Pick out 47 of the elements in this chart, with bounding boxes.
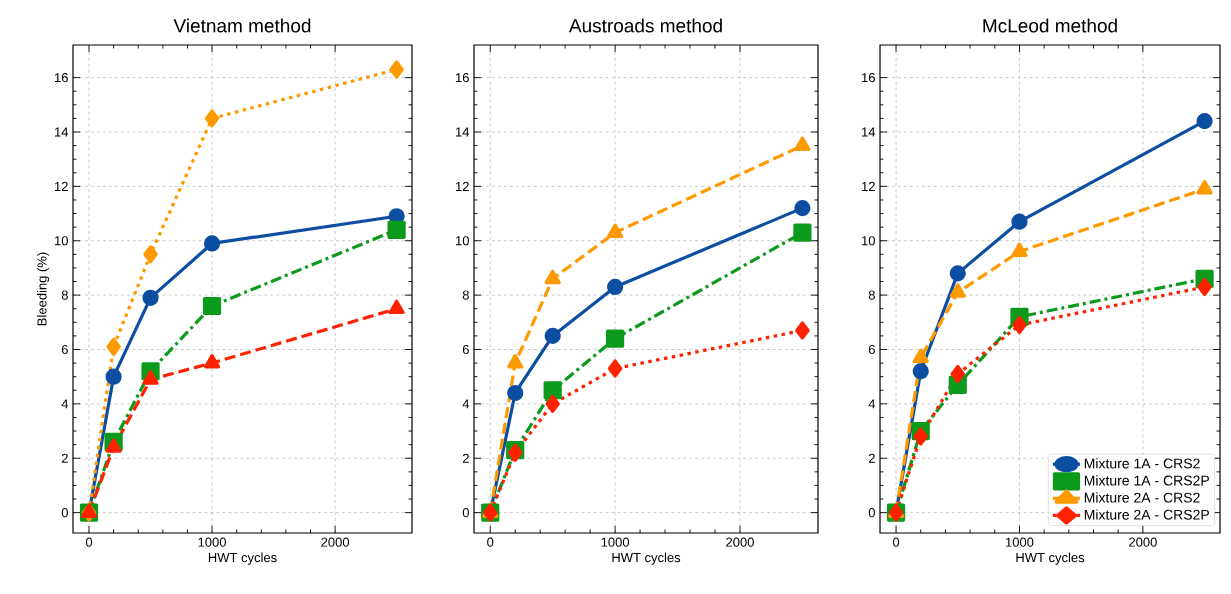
y-tick-label: 14 — [456, 127, 470, 137]
y-tick-label: 12 — [456, 181, 469, 191]
y-tick-label: 2 — [61, 453, 68, 463]
chart-title: Vietnam method — [173, 18, 311, 33]
y-tick-label: 14 — [54, 127, 69, 137]
chart-title: Austroads method — [568, 18, 722, 33]
legend-label: Mixture 1A - CRS2P — [1084, 475, 1209, 486]
y-tick-label: 10 — [862, 236, 875, 246]
legend-label: Mixture 2A - CRS2 — [1084, 492, 1200, 503]
y-tick-label: 6 — [462, 344, 469, 355]
x-tick-label: 2000 — [321, 537, 350, 547]
y-tick-label: 12 — [54, 181, 68, 191]
x-axis-title: HWT cycles — [612, 552, 681, 565]
x-tick-label: 0 — [487, 537, 494, 547]
y-tick-label: 0 — [61, 508, 68, 518]
x-tick-label: 2000 — [1129, 537, 1157, 547]
y-tick-label: 4 — [462, 399, 470, 409]
y-tick-label: 2 — [462, 453, 469, 463]
chart-title: McLeod method — [983, 18, 1117, 33]
y-tick-label: 0 — [868, 508, 875, 518]
y-tick-label: 8 — [462, 290, 469, 300]
x-tick-label: 1000 — [198, 537, 226, 547]
x-axis-title: HWT cycles — [1016, 552, 1085, 565]
y-tick-label: 8 — [61, 290, 68, 300]
x-tick-label: 1000 — [601, 537, 630, 547]
y-tick-label: 4 — [868, 399, 876, 409]
y-axis-title: Bleeding (%) — [37, 252, 50, 326]
y-tick-label: 16 — [456, 73, 469, 83]
y-tick-label: 6 — [61, 344, 68, 355]
x-axis-title: HWT cycles — [208, 552, 277, 565]
x-tick-label: 0 — [892, 537, 900, 547]
y-tick-label: 10 — [54, 236, 68, 246]
y-tick-label: 16 — [54, 73, 68, 83]
y-tick-label: 10 — [456, 236, 469, 246]
x-tick-label: 0 — [85, 537, 93, 547]
y-tick-label: 0 — [462, 508, 469, 518]
legend-label: Mixture 1A - CRS2 — [1084, 458, 1200, 469]
y-tick-label: 12 — [862, 181, 875, 191]
y-tick-label: 8 — [868, 290, 875, 300]
y-tick-label: 6 — [868, 344, 875, 355]
y-tick-label: 16 — [862, 73, 875, 83]
y-tick-label: 2 — [868, 453, 875, 463]
x-tick-label: 2000 — [726, 537, 754, 547]
legend-label: Mixture 2A - CRS2P — [1084, 509, 1209, 520]
y-tick-label: 4 — [61, 399, 69, 409]
y-tick-label: 14 — [862, 127, 876, 137]
x-tick-label: 1000 — [1005, 537, 1034, 547]
